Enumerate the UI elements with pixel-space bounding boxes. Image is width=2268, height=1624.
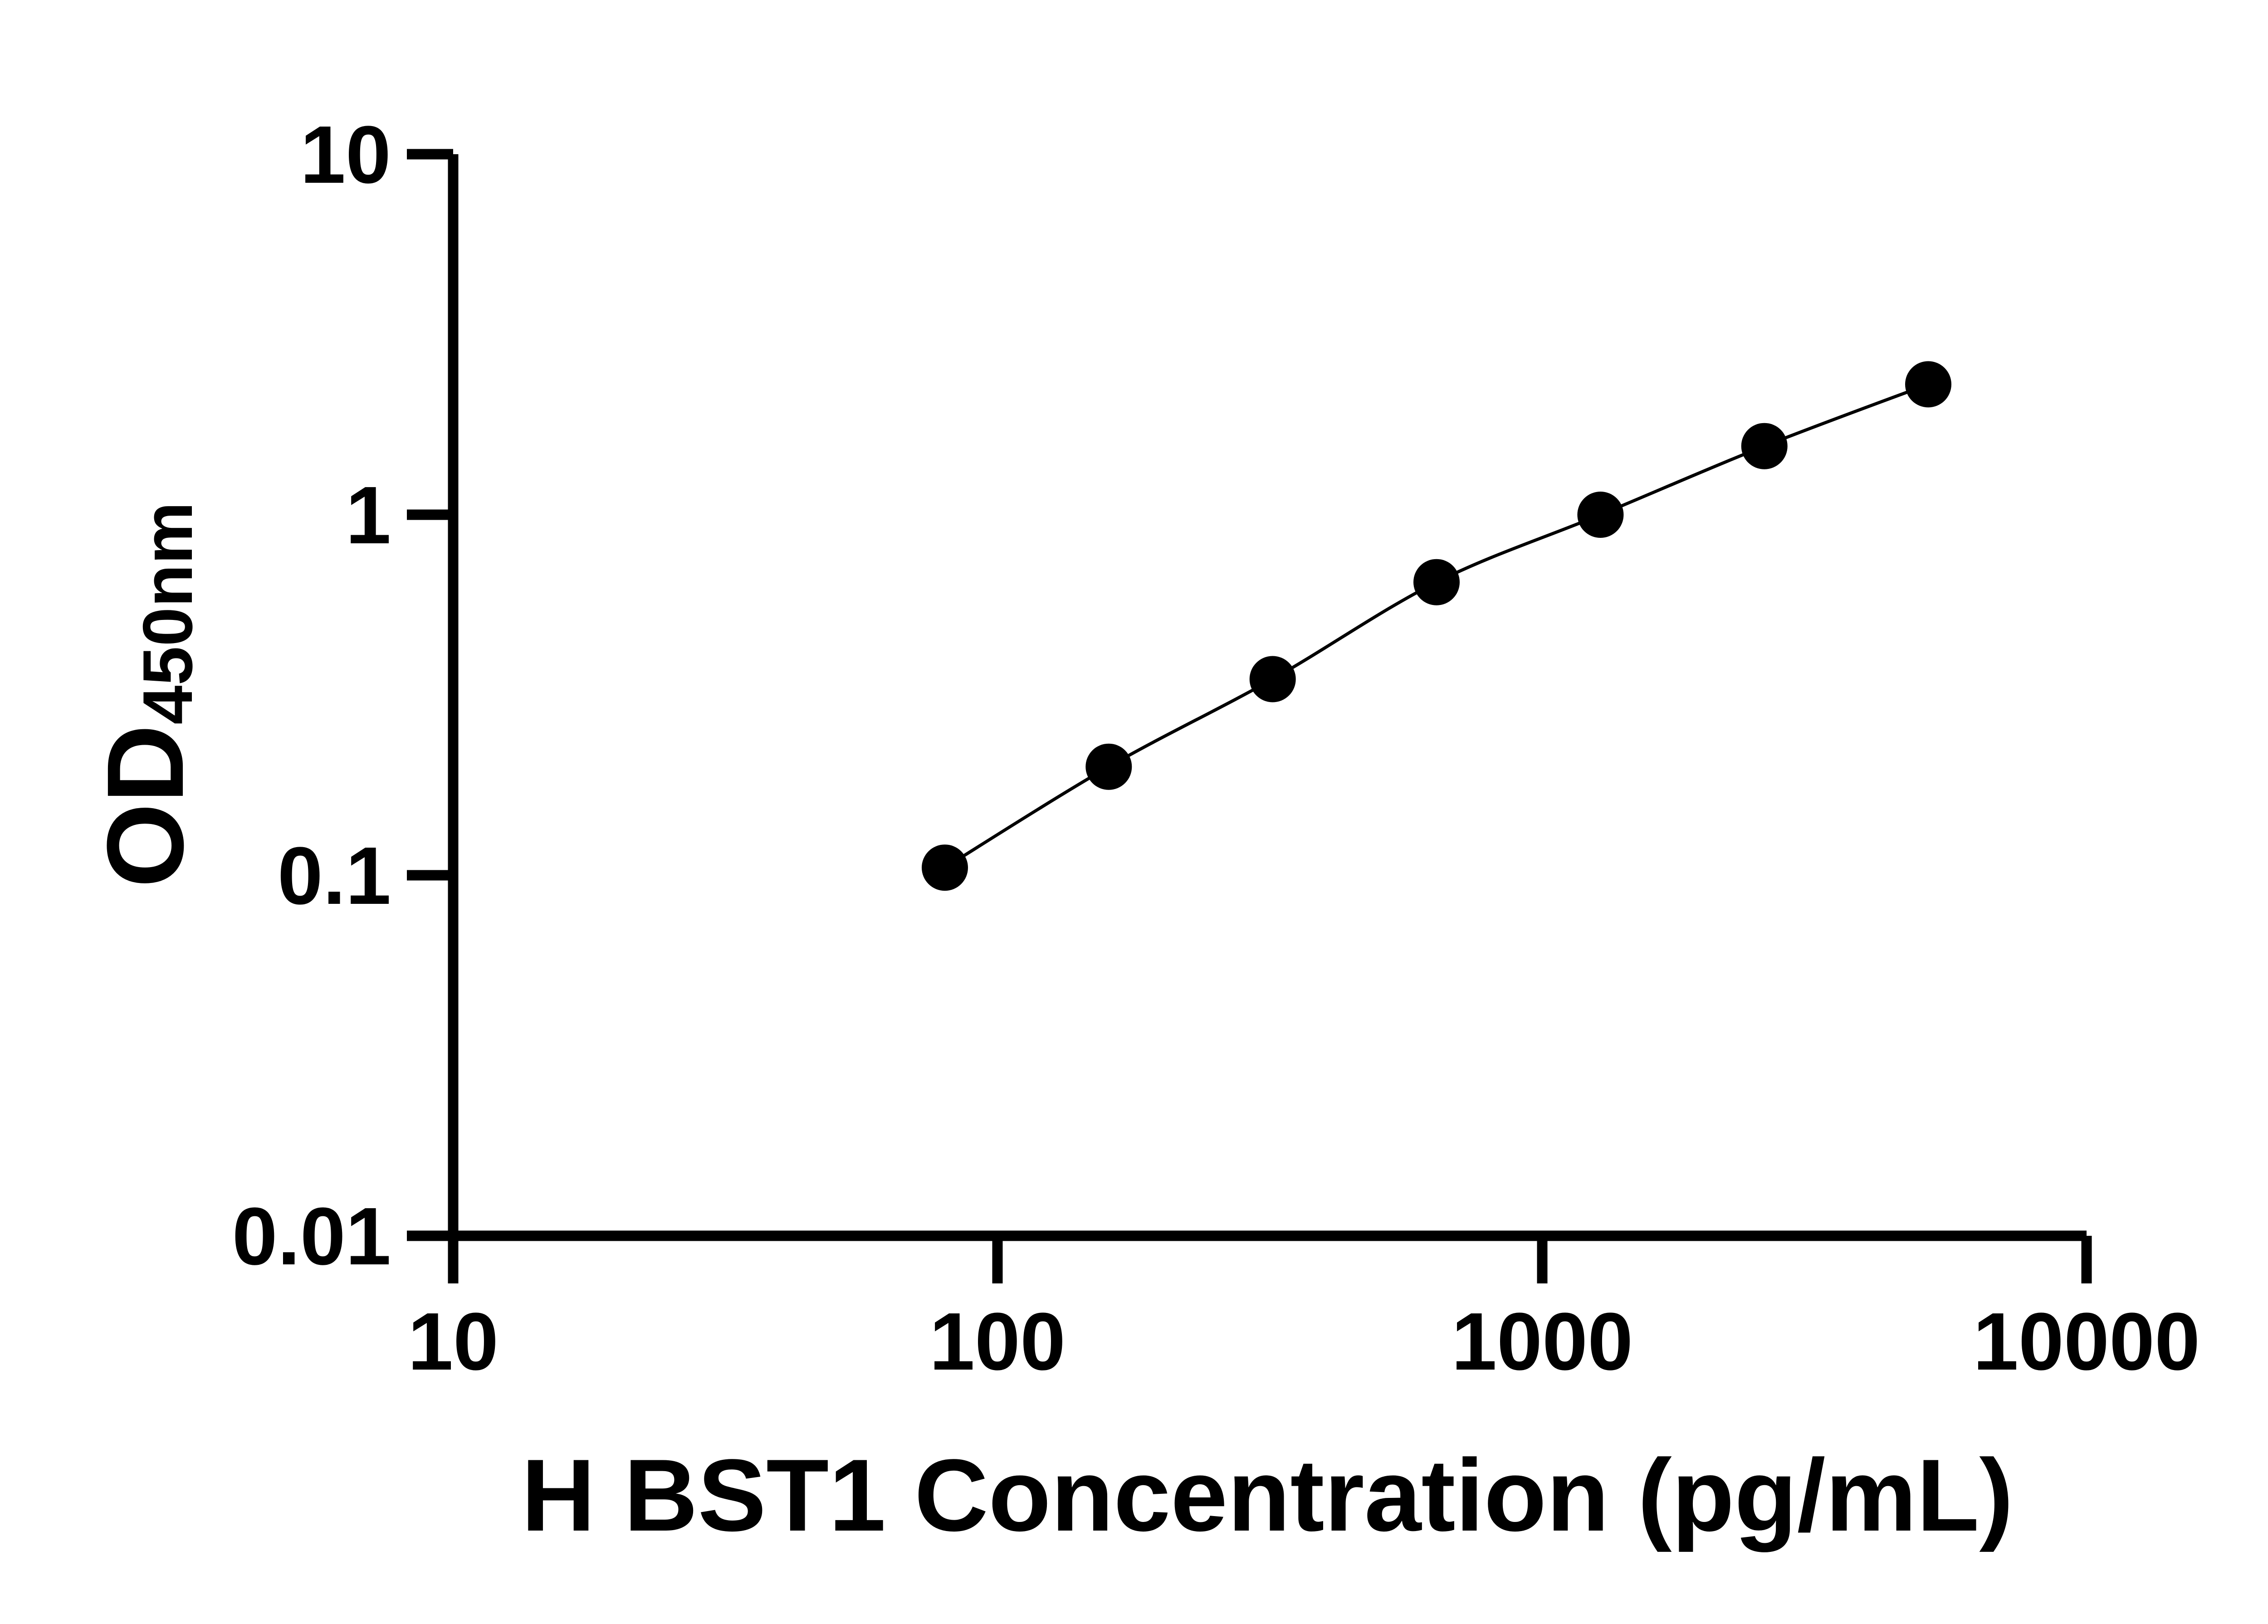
svg-text:1: 1	[346, 470, 391, 561]
svg-text:0.1: 0.1	[278, 830, 391, 922]
svg-text:0.01: 0.01	[232, 1191, 391, 1282]
svg-text:10: 10	[408, 1296, 499, 1387]
svg-text:10: 10	[300, 109, 391, 200]
svg-text:OD450nm: OD450nm	[84, 502, 207, 888]
svg-text:10000: 10000	[1973, 1296, 2200, 1387]
svg-text:H BST1 Concentration (pg/mL): H BST1 Concentration (pg/mL)	[521, 1438, 2013, 1552]
svg-text:1000: 1000	[1452, 1296, 1633, 1387]
svg-text:100: 100	[929, 1296, 1066, 1387]
